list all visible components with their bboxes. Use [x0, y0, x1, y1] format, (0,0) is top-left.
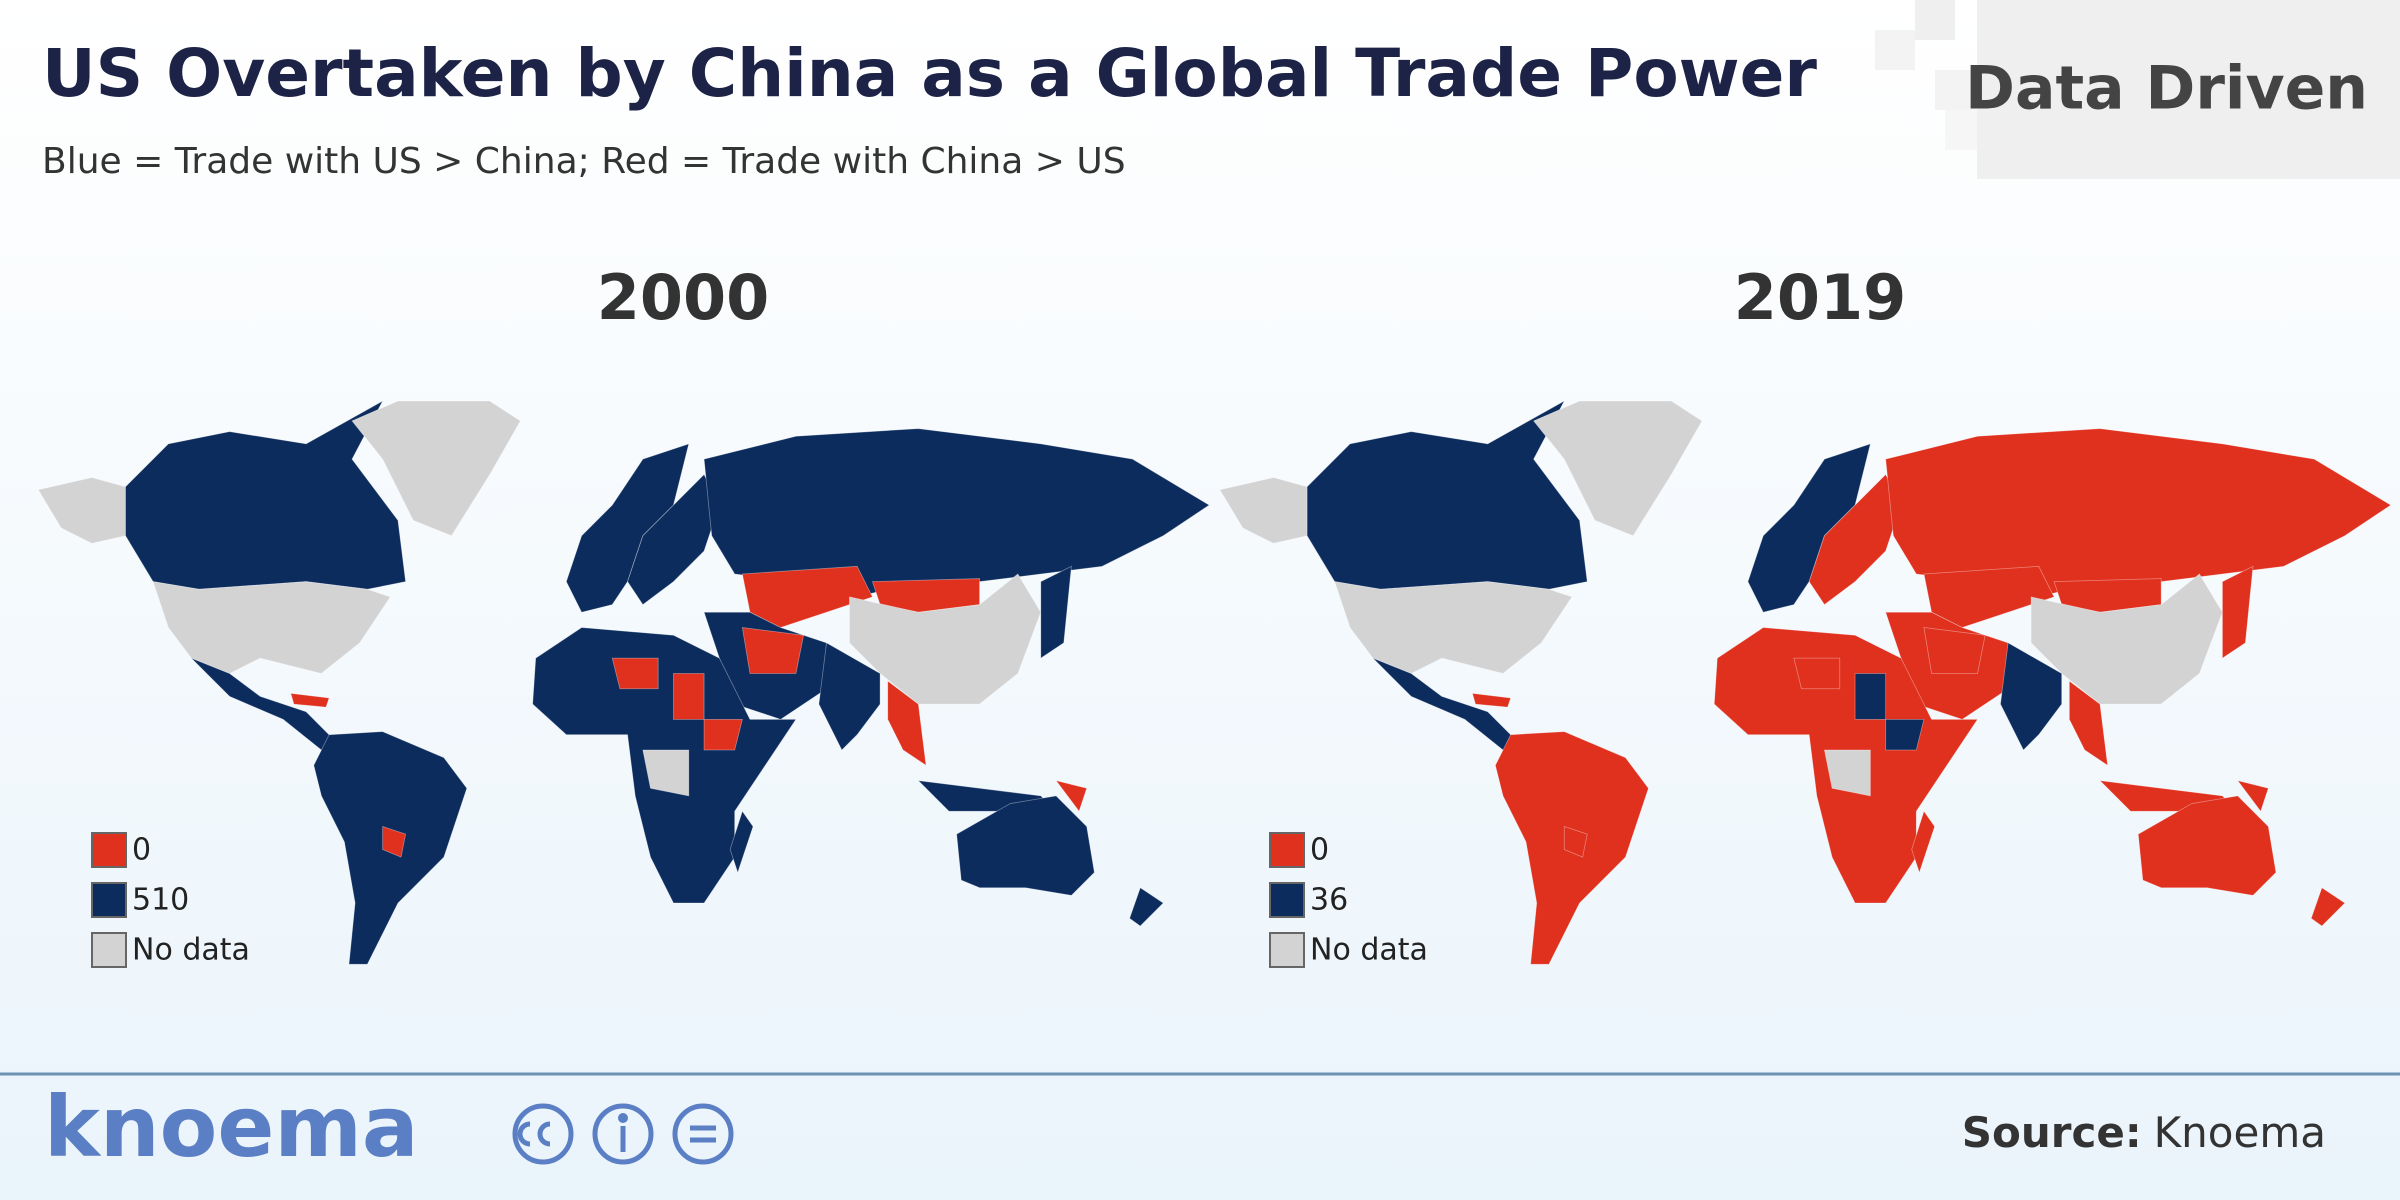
subtitle: Blue = Trade with US > China; Red = Trad…: [42, 141, 1126, 182]
country-region: [887, 680, 927, 767]
country-region: [1885, 718, 1925, 751]
legend-label: 0: [1310, 833, 1329, 868]
country-region: [2030, 573, 2223, 705]
country-region: [1533, 400, 1703, 537]
country-region: [703, 718, 743, 751]
country-region: [1040, 565, 1072, 659]
legend-swatch: [91, 832, 127, 868]
source: Source: Knoema: [1962, 1108, 2326, 1157]
legend-swatch: [91, 932, 127, 968]
country-region: [611, 657, 659, 690]
license-icons: [512, 1103, 734, 1165]
country-region: [741, 627, 805, 674]
world-map: [1219, 400, 2392, 965]
brand-box: [1875, 0, 2400, 179]
country-region: [1923, 627, 1986, 674]
country-region: [729, 810, 754, 874]
legend-swatch: [1269, 832, 1305, 868]
source-name: Knoema: [2154, 1108, 2326, 1157]
country-region: [1823, 749, 1871, 797]
country-region: [818, 642, 881, 751]
country-region: [382, 825, 407, 858]
brand: Data Driven: [1965, 54, 2368, 124]
country-region: [152, 581, 391, 674]
map-year: 2000: [597, 261, 770, 334]
source-label: Source:: [1962, 1108, 2142, 1157]
country-region: [1911, 810, 1936, 874]
map-year: 2019: [1734, 261, 1907, 334]
country-region: [1129, 887, 1164, 927]
country-region: [1471, 692, 1512, 708]
legend-label: 36: [1310, 883, 1348, 918]
country-region: [1055, 779, 1088, 813]
legend-label: 0: [132, 833, 151, 868]
world-map: [37, 400, 1210, 965]
country-region: [1793, 657, 1841, 690]
country-region: [2236, 779, 2269, 813]
country-region: [2222, 565, 2254, 659]
legend-swatch: [1269, 882, 1305, 918]
logo: knoema: [44, 1078, 419, 1176]
country-region: [642, 749, 690, 797]
country-region: [2068, 680, 2109, 767]
country-region: [290, 692, 330, 708]
legend-label: No data: [1310, 933, 1428, 968]
country-region: [1563, 825, 1588, 858]
legend-swatch: [91, 882, 127, 918]
country-region: [673, 673, 705, 720]
country-region: [2137, 795, 2277, 896]
country-region: [2310, 887, 2346, 927]
title: US Overtaken by China as a Global Trade …: [42, 35, 1817, 112]
country-region: [1854, 673, 1887, 720]
legend-label: No data: [132, 933, 250, 968]
legend-swatch: [1269, 932, 1305, 968]
country-region: [849, 573, 1042, 705]
country-region: [2000, 642, 2063, 751]
country-region: [351, 400, 521, 537]
country-region: [956, 795, 1095, 896]
country-region: [1334, 581, 1573, 674]
legend-label: 510: [132, 883, 189, 918]
